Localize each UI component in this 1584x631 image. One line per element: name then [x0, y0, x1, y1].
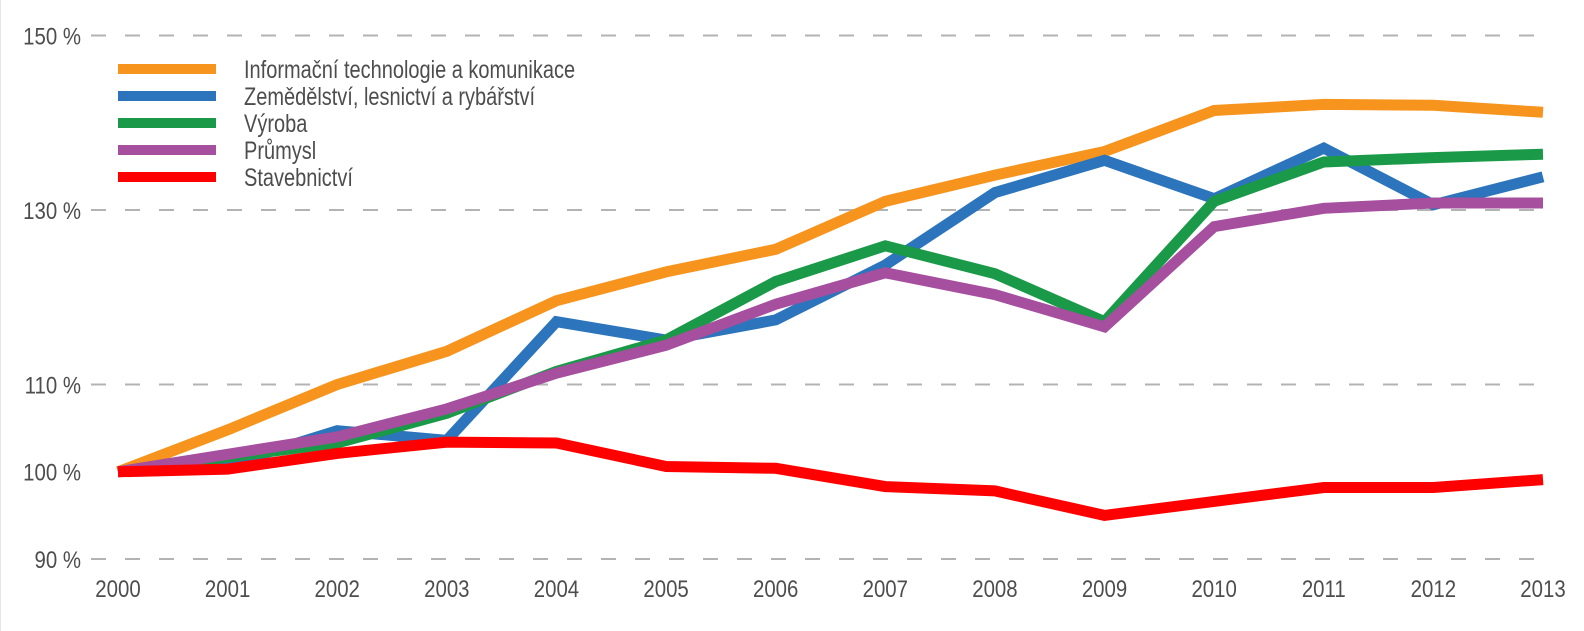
series-lines [116, 98, 1545, 521]
x-tick-label: 2013 [1520, 575, 1565, 602]
legend-swatch [118, 118, 216, 128]
legend-swatch [118, 145, 216, 155]
legend-swatch [118, 172, 216, 182]
legend-label: Zemědělství, lesnictví a rybářství [244, 83, 536, 111]
x-tick-label: 2010 [1191, 575, 1236, 602]
series-line-2 [117, 141, 1545, 478]
series-line-4 [117, 197, 1543, 478]
y-tick-label: 90 % [35, 546, 81, 573]
x-tick-label: 2004 [534, 575, 579, 602]
legend: Informační technologie a komunikaceZeměd… [118, 56, 575, 192]
legend-label: Informační technologie a komunikace [244, 56, 575, 84]
y-tick-label: 100 % [23, 459, 81, 486]
series-line-3 [117, 148, 1544, 478]
legend-item: Stavebnictví [118, 164, 354, 192]
legend-item: Zemědělství, lesnictví a rybářství [118, 83, 536, 111]
x-tick-label: 2000 [95, 575, 140, 602]
legend-label: Výroba [244, 110, 308, 138]
legend-item: Průmysl [118, 137, 316, 165]
y-tick-label: 130 % [23, 197, 81, 224]
legend-label: Stavebnictví [244, 164, 354, 192]
x-tick-label: 2002 [315, 575, 360, 602]
y-tick-label: 110 % [25, 372, 81, 399]
x-tick-label: 2012 [1411, 575, 1456, 602]
legend-item: Výroba [118, 110, 308, 138]
y-tick-label: 150 % [23, 23, 81, 50]
legend-label: Průmysl [244, 137, 316, 165]
legend-swatch [118, 64, 216, 74]
x-axis-ticks: 2000 2001 2002 2003 2004 2005 2006 2007 2008 2009… [95, 575, 1565, 602]
x-tick-label: 2007 [863, 575, 908, 602]
x-tick-label: 2006 [753, 575, 798, 602]
x-tick-label: 2003 [424, 575, 469, 602]
x-tick-label: 2008 [972, 575, 1017, 602]
x-tick-label: 2009 [1082, 575, 1127, 602]
y-axis-ticks: 150 % 130 % 110 % 100 % 90 % [23, 23, 81, 573]
legend-item: Informační technologie a komunikace [118, 56, 575, 84]
legend-swatch [118, 91, 216, 101]
x-tick-label: 2005 [643, 575, 688, 602]
series-line-5 [117, 436, 1544, 521]
x-tick-label: 2011 [1302, 575, 1346, 602]
series-line-1 [116, 98, 1544, 477]
x-tick-label: 2001 [205, 575, 250, 602]
